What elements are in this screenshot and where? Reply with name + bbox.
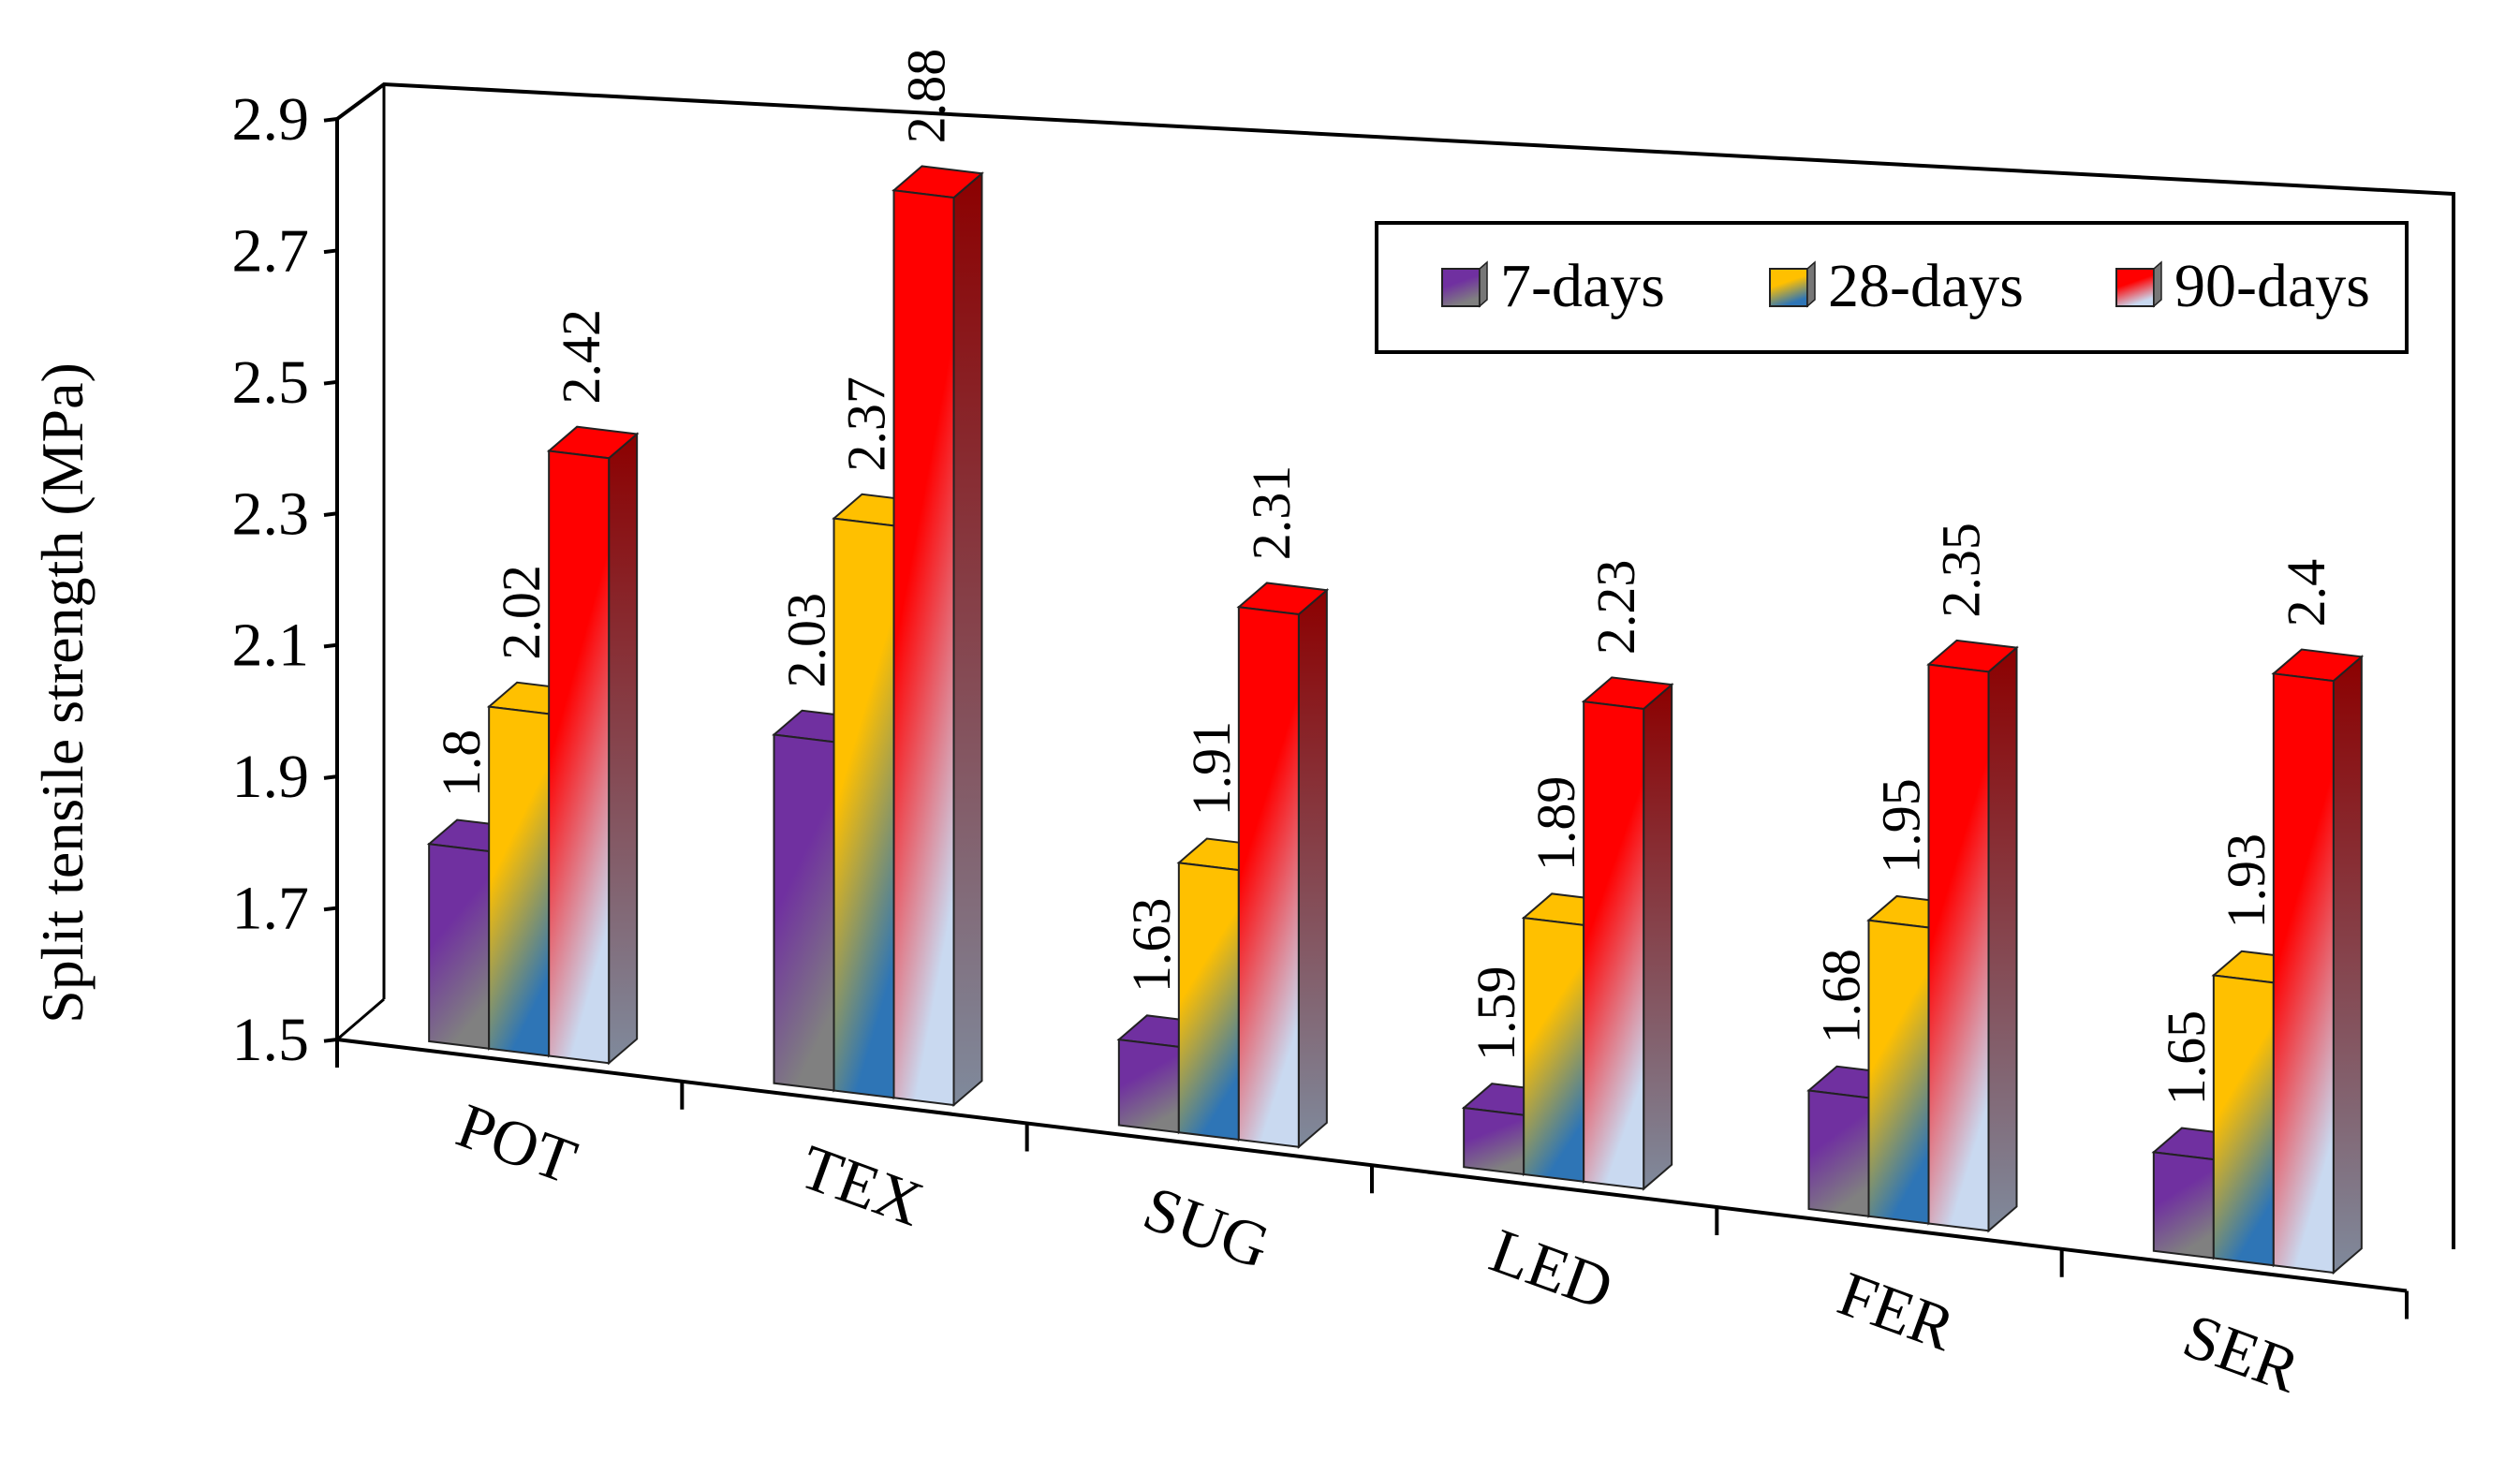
y-tick-label: 2.9 [232,85,310,154]
bar-front-face [548,450,611,1065]
bar-front-face [1523,916,1585,1183]
y-tick [323,774,338,780]
legend-box [1375,221,2409,354]
bar-side-face [2332,655,2363,1275]
value-label: 1.95 [1871,778,1932,874]
value-label: 1.65 [2156,1010,2217,1106]
value-label: 2.42 [551,309,612,405]
value-label: 1.68 [1811,949,1872,1044]
bar-front-face [2152,1151,2215,1260]
legend: 7-days 28-days 90-days [1375,221,2409,354]
legend-swatch-side [2153,260,2162,308]
y-tick [323,379,338,386]
bar-front-face [2272,672,2335,1275]
legend-swatch [1441,268,1481,307]
y-tick-label: 2.3 [232,479,310,548]
y-tick-label: 2.1 [232,612,310,680]
legend-swatch [1769,268,1808,307]
bar-front-face [833,517,895,1099]
floor-edge [336,997,385,1041]
x-axis: POT TEX SUG LED FER SER [335,1038,2409,1407]
bar-front-face [1177,862,1240,1142]
x-category-label: SUG [1135,1172,1279,1282]
bar-90-days-FER [1926,639,2019,1233]
x-category-label: TEX [791,1130,932,1240]
value-label: 1.59 [1466,965,1526,1061]
y-tick [323,511,338,517]
y-tick [323,248,338,255]
y-tick [323,906,338,912]
back-wall [335,81,2455,1249]
bar-90-days-TEX [892,165,984,1108]
bar-front-face [892,189,955,1107]
legend-swatch [2115,268,2155,307]
y-tick-label: 2.7 [232,216,310,285]
bar-90-days-SUG [1236,582,1330,1149]
y-tick-label: 2.5 [232,348,310,417]
bar-front-face [1867,919,1930,1225]
bars [426,165,2365,1275]
value-label: 1.8 [431,730,492,798]
bar-front-face [428,843,491,1050]
x-category-label: LED [1481,1215,1622,1324]
y-tick [323,117,338,123]
y-tick-label: 1.5 [232,1006,310,1074]
value-label: 1.63 [1121,898,1182,994]
value-labels: 1.8 2.02 2.42 2.03 2.37 2.88 1.63 1.91 2.31 1.59 1… [431,49,2336,1106]
value-label: 1.91 [1181,721,1242,817]
bar-front-face [488,705,551,1057]
bar-side-face [1643,682,1673,1191]
bar-90-days-LED [1581,676,1674,1191]
bar-90-days-SER [2271,648,2365,1275]
value-label: 2.23 [1585,560,1646,656]
legend-swatch-side [1806,260,1816,308]
value-label: 1.93 [2216,833,2277,929]
y-tick-label: 1.9 [232,743,310,811]
bar-side-face [608,432,639,1066]
value-label: 2.37 [836,376,897,472]
bar-front-face [1927,663,1990,1232]
bar-front-face [1807,1089,1870,1217]
value-label: 2.88 [896,49,957,144]
value-label: 2.03 [776,593,837,688]
legend-label: 28-days [1828,252,2024,320]
bar-front-face [1117,1039,1180,1134]
value-label: 2.35 [1931,523,1992,618]
value-label: 2.31 [1241,465,1302,561]
value-label: 1.89 [1525,776,1586,872]
y-tick [323,1038,338,1043]
x-category-label: SER [2174,1299,2309,1406]
y-tick [323,642,338,649]
value-label: 2.02 [491,565,552,660]
legend-swatch-side [1479,260,1488,308]
bar-side-face [1987,645,2018,1233]
y-axis-title: Split tensile strength (MPa) [29,362,96,1024]
bar-front-face [1463,1106,1525,1176]
value-label: 2.4 [2276,559,2336,627]
bar-90-days-POT [546,425,640,1066]
y-tick-label: 1.7 [232,875,310,943]
bar-side-face [952,171,983,1108]
bar-front-face [773,733,835,1092]
x-category-label: POT [449,1089,586,1197]
bar-front-face [1583,700,1645,1190]
bar-front-face [2212,974,2275,1267]
legend-label: 90-days [2174,252,2370,320]
x-category-label: FER [1830,1258,1965,1364]
y-axis: 1.5 1.7 1.9 2.1 2.3 2.5 2.7 2.9 [232,85,339,1074]
chart-frame [335,81,2455,1249]
bar-side-face [1297,588,1328,1149]
legend-label: 7-days [1500,252,1665,320]
bar-front-face [1237,606,1300,1148]
